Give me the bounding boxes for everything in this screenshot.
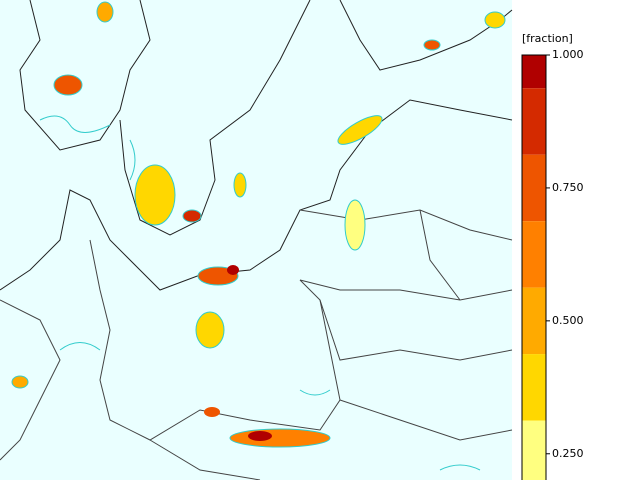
colorbar: 1.000 0.750 0.500 0.250 — [521, 48, 584, 480]
colorbar-band — [522, 154, 546, 222]
colorbar-tick-label: 1.000 — [552, 48, 584, 61]
colorbar-band — [522, 287, 546, 355]
colorbar-tick-label: 0.500 — [552, 314, 584, 327]
colorbar-band — [522, 354, 546, 421]
colorbar-frame — [521, 54, 547, 480]
colorbar-band — [522, 221, 546, 288]
colorbar-tick-label: 0.750 — [552, 181, 584, 194]
colorbar-band — [522, 88, 546, 155]
fraction-field — [11, 1, 506, 471]
colorbar-tick-label: 0.250 — [552, 447, 584, 460]
colorbar-band — [522, 55, 546, 89]
colorbar-band — [522, 420, 546, 480]
map-background — [0, 0, 512, 480]
colorbar-title: [fraction] — [522, 32, 573, 45]
